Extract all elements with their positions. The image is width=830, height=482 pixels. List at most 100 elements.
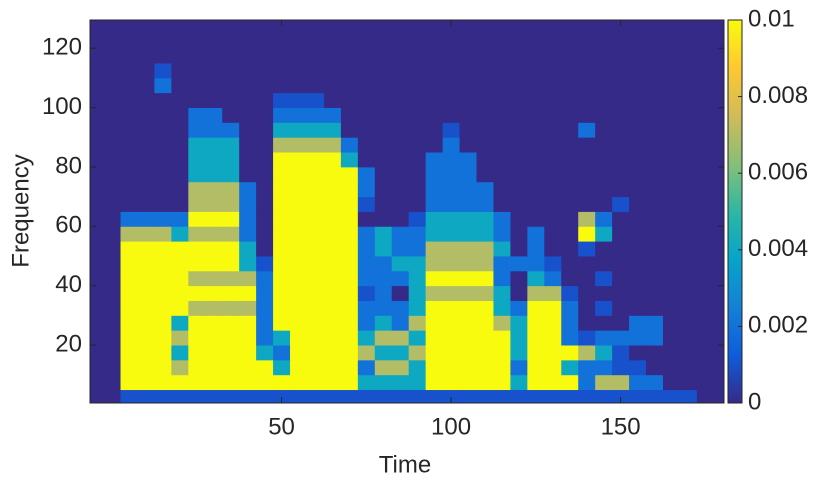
heatmap-cell	[696, 359, 715, 376]
heatmap-cell	[323, 122, 342, 138]
heatmap-cell	[442, 77, 460, 94]
heatmap-cell	[442, 211, 460, 227]
heatmap-cell	[273, 345, 291, 361]
heatmap-cell	[154, 300, 172, 316]
heatmap-cell	[425, 107, 443, 123]
heatmap-cell	[442, 270, 460, 287]
heatmap-cell	[188, 315, 206, 331]
heatmap-cell	[459, 359, 477, 376]
heatmap-cell	[391, 359, 410, 376]
heatmap-cell	[273, 77, 291, 94]
heatmap-cell	[561, 374, 579, 391]
heatmap-cell	[239, 166, 257, 183]
heatmap-cell	[679, 256, 698, 272]
heatmap-cell	[256, 137, 274, 153]
heatmap-cell	[188, 152, 206, 168]
heatmap-cell	[561, 166, 579, 183]
heatmap-cell	[679, 107, 698, 123]
heatmap-cell	[544, 300, 562, 316]
heatmap-cell	[459, 196, 477, 212]
heatmap-cell	[612, 33, 630, 49]
heatmap-cell	[357, 20, 376, 34]
heatmap-cell	[679, 389, 698, 403]
heatmap-cell	[391, 181, 410, 198]
heatmap-cells	[103, 20, 715, 403]
heatmap-cell	[646, 359, 664, 376]
heatmap-cell	[273, 211, 291, 227]
heatmap-cell	[493, 241, 511, 257]
heatmap-cell	[154, 226, 172, 242]
heatmap-cell	[205, 122, 223, 138]
heatmap-cell	[476, 166, 494, 183]
heatmap-cell	[696, 48, 715, 64]
heatmap-cell	[222, 77, 240, 94]
heatmap-cell	[662, 211, 681, 227]
heatmap-cell	[103, 256, 121, 272]
heatmap-cell	[595, 77, 613, 94]
heatmap-cell	[103, 77, 121, 94]
heatmap-cell	[696, 152, 715, 168]
heatmap-cell	[290, 359, 308, 376]
heatmap-cell	[256, 330, 274, 346]
heatmap-cell	[120, 226, 138, 242]
heatmap-cell	[544, 181, 562, 198]
heatmap-cell	[561, 33, 579, 49]
heatmap-cell	[476, 63, 494, 79]
heatmap-cell	[476, 33, 494, 49]
heatmap-cell	[476, 92, 494, 108]
heatmap-cell	[476, 285, 494, 301]
heatmap-cell	[679, 137, 698, 153]
heatmap-cell	[154, 359, 172, 376]
heatmap-cell	[408, 330, 427, 346]
heatmap-cell	[595, 389, 613, 403]
heatmap-cell	[476, 20, 494, 34]
heatmap-cell	[357, 211, 376, 227]
heatmap-cell	[273, 226, 291, 242]
heatmap-cell	[595, 226, 613, 242]
heatmap-cell	[154, 48, 172, 64]
heatmap-cell	[595, 92, 613, 108]
heatmap-cell	[425, 241, 443, 257]
heatmap-cell	[442, 33, 460, 49]
heatmap-cell	[561, 92, 579, 108]
heatmap-cell	[188, 270, 206, 287]
heatmap-cell	[171, 270, 189, 287]
heatmap-cell	[662, 63, 681, 79]
heatmap-cell	[476, 137, 494, 153]
heatmap-cell	[595, 256, 613, 272]
heatmap-cell	[459, 152, 477, 168]
heatmap-cell	[510, 270, 528, 287]
heatmap-cell	[425, 389, 443, 403]
heatmap-cell	[205, 285, 223, 301]
heatmap-cell	[137, 122, 155, 138]
heatmap-cell	[205, 77, 223, 94]
heatmap-cell	[103, 181, 121, 198]
heatmap-cell	[357, 122, 376, 138]
heatmap-cell	[171, 345, 189, 361]
heatmap-cell	[290, 241, 308, 257]
heatmap-cell	[510, 48, 528, 64]
heatmap-cell	[205, 256, 223, 272]
heatmap-cell	[306, 285, 325, 301]
heatmap-cell	[137, 196, 155, 212]
heatmap-cell	[205, 137, 223, 153]
heatmap-cell	[340, 33, 359, 49]
heatmap-cell	[273, 256, 291, 272]
heatmap-cell	[696, 137, 715, 153]
heatmap-cell	[306, 122, 325, 138]
heatmap-cell	[510, 107, 528, 123]
heatmap-cell	[239, 48, 257, 64]
heatmap-cell	[273, 196, 291, 212]
heatmap-cell	[239, 137, 257, 153]
heatmap-cell	[323, 196, 342, 212]
heatmap-cell	[578, 241, 596, 257]
heatmap-cell	[578, 181, 596, 198]
heatmap-cell	[306, 137, 325, 153]
heatmap-cell	[679, 270, 698, 287]
heatmap-cell	[290, 285, 308, 301]
heatmap-cell	[629, 33, 647, 49]
heatmap-cell	[323, 152, 342, 168]
heatmap-cell	[205, 33, 223, 49]
heatmap-cell	[476, 330, 494, 346]
heatmap-cell	[578, 107, 596, 123]
